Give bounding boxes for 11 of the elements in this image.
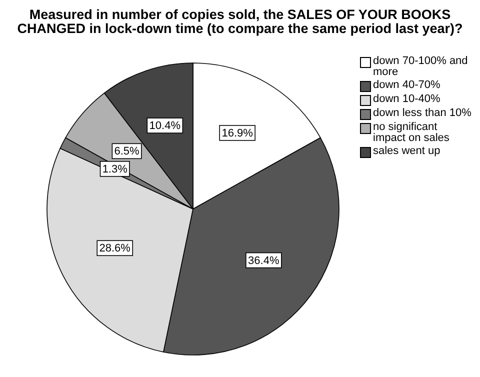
data-label: 1.3% xyxy=(102,163,128,176)
legend-label: down 10-40% xyxy=(373,93,440,105)
legend-label: down less than 10% xyxy=(373,107,472,119)
data-label: 10.4% xyxy=(149,120,181,132)
chart-title: Measured in number of copies sold, the SALES OF YOUR BOOKS CHANGED in lock-down time (to compare the same period last year)? xyxy=(16,7,464,38)
legend-label: down 40-70% xyxy=(373,79,440,91)
data-label: 28.6% xyxy=(99,242,131,255)
data-label: 36.4% xyxy=(248,254,280,267)
legend-label: sales went up xyxy=(373,145,440,157)
data-label: 16.9% xyxy=(222,127,254,140)
data-label: 6.5% xyxy=(114,146,140,158)
